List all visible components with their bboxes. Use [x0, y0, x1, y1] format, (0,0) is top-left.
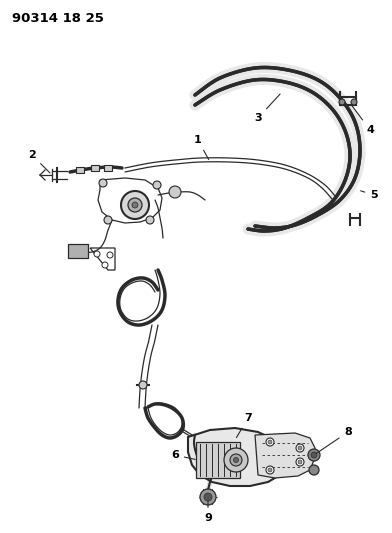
Circle shape: [153, 181, 161, 189]
FancyBboxPatch shape: [76, 167, 84, 173]
Circle shape: [104, 216, 112, 224]
Polygon shape: [68, 244, 88, 258]
Circle shape: [309, 465, 319, 475]
Circle shape: [298, 446, 302, 450]
Text: 2: 2: [28, 150, 50, 173]
Circle shape: [339, 99, 345, 105]
Circle shape: [107, 252, 113, 258]
Polygon shape: [188, 428, 286, 486]
Circle shape: [169, 186, 181, 198]
Circle shape: [266, 466, 274, 474]
Circle shape: [132, 202, 138, 208]
Polygon shape: [255, 433, 315, 478]
Circle shape: [121, 191, 149, 219]
Text: 3: 3: [254, 94, 280, 123]
Circle shape: [266, 438, 274, 446]
Circle shape: [99, 179, 107, 187]
Circle shape: [204, 493, 212, 501]
Circle shape: [296, 444, 304, 452]
Text: 8: 8: [316, 427, 352, 454]
Circle shape: [230, 454, 242, 466]
Text: 5: 5: [361, 190, 378, 200]
Circle shape: [200, 489, 216, 505]
Text: 9: 9: [204, 501, 212, 523]
Circle shape: [308, 449, 320, 461]
Circle shape: [268, 468, 272, 472]
Circle shape: [94, 251, 100, 257]
Circle shape: [102, 262, 108, 268]
Circle shape: [351, 99, 357, 105]
Polygon shape: [196, 442, 240, 478]
Circle shape: [224, 448, 248, 472]
Circle shape: [296, 458, 304, 466]
Circle shape: [311, 452, 317, 458]
Text: 7: 7: [236, 413, 252, 438]
FancyBboxPatch shape: [104, 165, 112, 171]
Circle shape: [139, 381, 147, 389]
Circle shape: [234, 457, 238, 463]
Text: 90314 18 25: 90314 18 25: [12, 12, 104, 25]
Circle shape: [268, 440, 272, 444]
Circle shape: [128, 198, 142, 212]
Text: 6: 6: [171, 450, 195, 460]
FancyBboxPatch shape: [91, 165, 99, 171]
Circle shape: [298, 460, 302, 464]
Text: 4: 4: [352, 105, 374, 135]
Circle shape: [146, 216, 154, 224]
Text: 1: 1: [194, 135, 209, 159]
